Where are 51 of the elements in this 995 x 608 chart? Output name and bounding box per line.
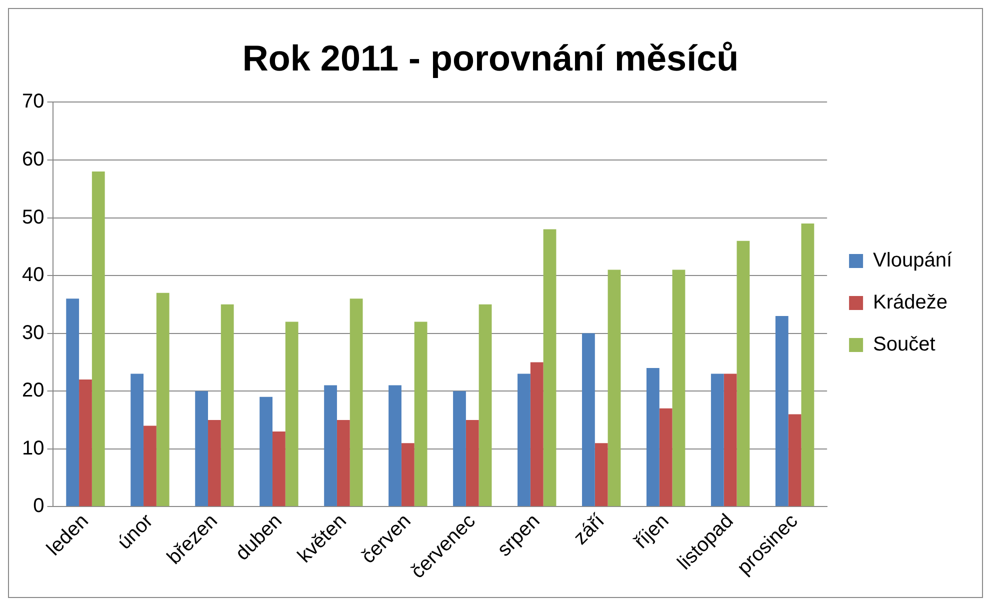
bar xyxy=(518,374,530,506)
bar xyxy=(801,224,814,506)
y-tick-label: 30 xyxy=(22,322,44,344)
bar xyxy=(285,322,298,506)
bar xyxy=(672,270,686,506)
bar xyxy=(608,270,621,506)
bar xyxy=(724,374,737,506)
bar xyxy=(594,443,608,506)
y-tick-label: 20 xyxy=(22,380,44,402)
bar xyxy=(710,374,724,506)
bar xyxy=(92,172,105,506)
bar xyxy=(582,333,595,506)
bar xyxy=(220,304,234,506)
bar xyxy=(736,240,750,506)
bar xyxy=(324,385,337,506)
x-tick-label: říjen xyxy=(630,510,674,554)
y-tick-label: 10 xyxy=(22,437,44,460)
bar xyxy=(646,368,660,506)
bar xyxy=(478,304,492,506)
bar xyxy=(659,408,672,506)
bar xyxy=(401,443,414,506)
bar xyxy=(79,380,92,506)
bar xyxy=(272,432,286,506)
bar xyxy=(543,229,556,506)
legend-label: Vloupání xyxy=(873,250,952,272)
bar xyxy=(414,322,428,506)
x-tick-label: únor xyxy=(114,510,158,554)
x-tick-label: září xyxy=(570,510,610,550)
y-tick-label: 50 xyxy=(22,206,44,228)
bar xyxy=(350,298,363,506)
y-tick-label: 0 xyxy=(33,495,44,518)
bar xyxy=(788,414,802,506)
bar xyxy=(66,298,80,506)
bar xyxy=(195,391,208,506)
bar xyxy=(156,292,170,506)
legend-label: Součet xyxy=(873,334,936,356)
y-tick-label: 40 xyxy=(22,264,44,286)
y-tick-label: 70 xyxy=(22,90,44,113)
bar xyxy=(775,316,788,506)
bar xyxy=(208,420,221,506)
y-tick-label: 60 xyxy=(22,148,44,170)
bar xyxy=(530,362,544,506)
bar xyxy=(130,374,144,506)
legend-label: Krádeže xyxy=(873,292,948,314)
bar xyxy=(453,391,466,506)
bar xyxy=(144,426,156,506)
bar xyxy=(466,420,479,506)
chart-title: Rok 2011 - porovnání měsíců xyxy=(242,38,739,79)
bar xyxy=(336,420,350,506)
bar xyxy=(388,385,402,506)
bar xyxy=(260,396,272,506)
